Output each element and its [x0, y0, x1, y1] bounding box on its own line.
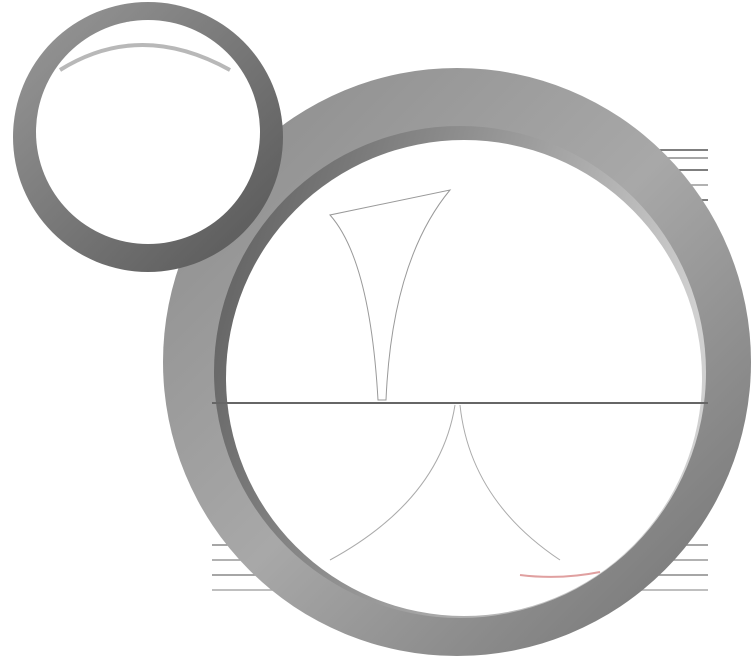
small-disc: [36, 20, 260, 244]
flare: [329, 404, 561, 561]
red-tint: [519, 571, 601, 578]
small-ring-highlight: [58, 43, 231, 72]
inner-disc: [226, 140, 702, 616]
funnel: [329, 189, 452, 401]
